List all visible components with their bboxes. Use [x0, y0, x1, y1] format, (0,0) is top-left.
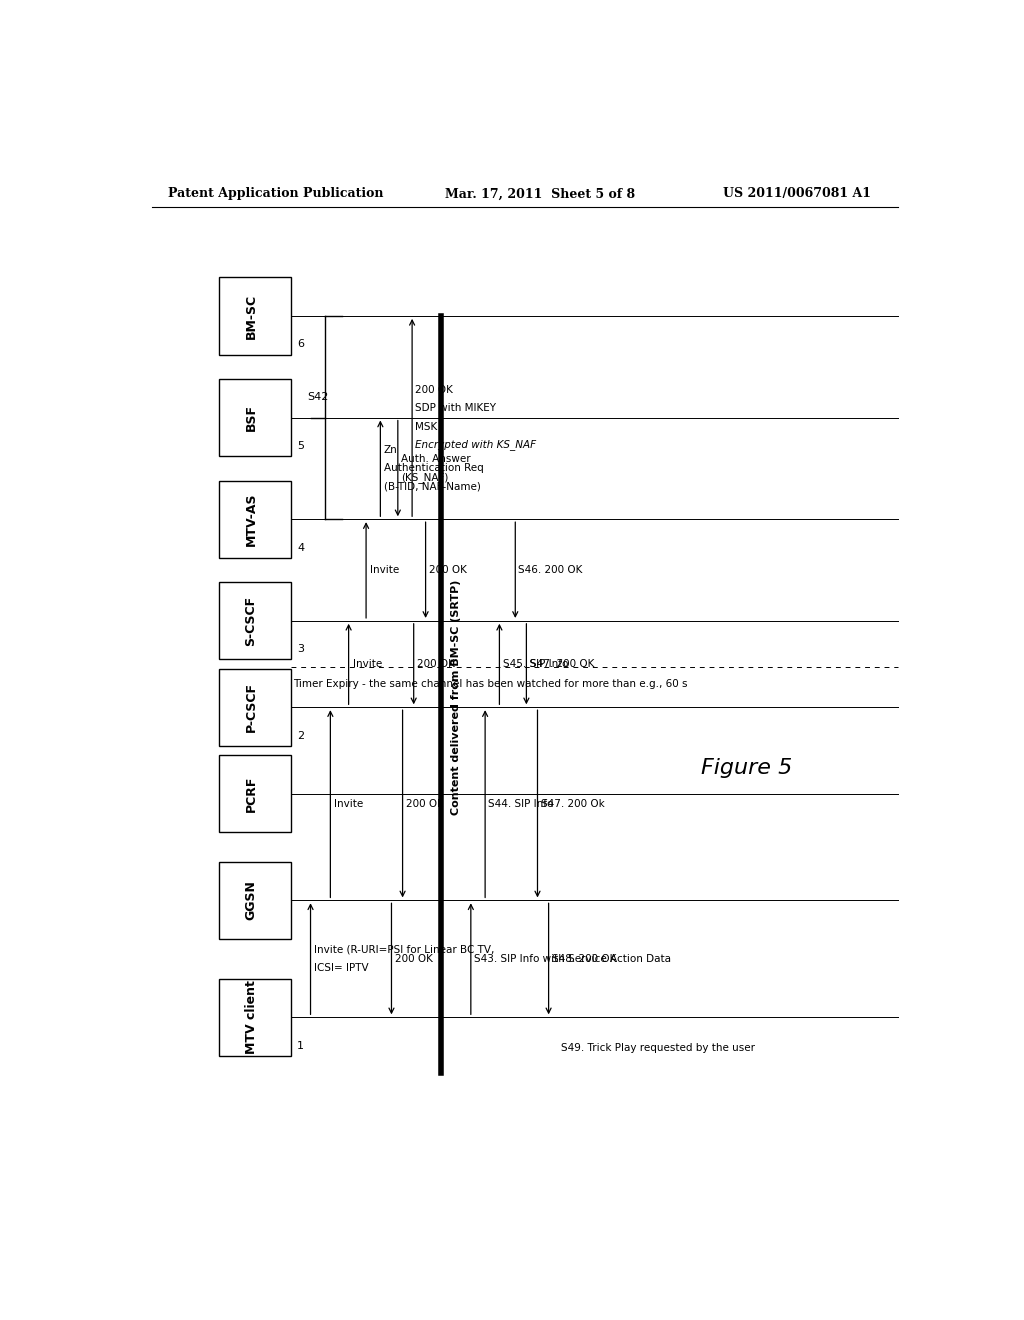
Text: BSF: BSF [245, 404, 257, 432]
Text: 4: 4 [297, 543, 304, 553]
FancyBboxPatch shape [219, 862, 291, 939]
Text: 6: 6 [297, 339, 304, 350]
Text: Content delivered from BM-SC (SRTP): Content delivered from BM-SC (SRTP) [451, 579, 461, 814]
Text: MSK: MSK [416, 421, 437, 432]
Text: Authentication Req: Authentication Req [384, 463, 483, 474]
Text: Invite: Invite [352, 659, 382, 669]
Text: GGSN: GGSN [245, 880, 257, 920]
Text: 200 OK: 200 OK [394, 954, 432, 964]
FancyBboxPatch shape [219, 480, 291, 558]
Text: SDP with MIKEY: SDP with MIKEY [416, 404, 497, 413]
Text: Auth. Answer: Auth. Answer [401, 454, 471, 465]
Text: ICSI= IPTV: ICSI= IPTV [314, 964, 369, 973]
Text: S46. 200 OK: S46. 200 OK [518, 565, 583, 576]
FancyBboxPatch shape [219, 669, 291, 746]
Text: 2: 2 [297, 731, 304, 741]
Text: 200 Ok: 200 Ok [406, 799, 443, 809]
Text: 5: 5 [297, 441, 304, 451]
Text: Encrypted with KS_NAF: Encrypted with KS_NAF [416, 440, 537, 450]
Text: (KS_NAF): (KS_NAF) [401, 473, 449, 483]
Text: Patent Application Publication: Patent Application Publication [168, 187, 383, 201]
Text: S49. Trick Play requested by the user: S49. Trick Play requested by the user [560, 1043, 755, 1052]
Text: Invite (R-URI=PSI for Linear BC TV,: Invite (R-URI=PSI for Linear BC TV, [314, 945, 495, 954]
Text: (B-TID, NAF-Name): (B-TID, NAF-Name) [384, 482, 480, 491]
Text: S-CSCF: S-CSCF [245, 595, 257, 645]
Text: 200 OK: 200 OK [417, 659, 455, 669]
FancyBboxPatch shape [219, 755, 291, 833]
Text: MTV-AS: MTV-AS [245, 492, 257, 546]
Text: Zn: Zn [384, 445, 397, 455]
FancyBboxPatch shape [219, 978, 291, 1056]
Text: Figure 5: Figure 5 [701, 758, 793, 779]
Text: S48. 200 OK: S48. 200 OK [552, 954, 616, 964]
Text: Timer Expiry - the same channel has been watched for more than e.g., 60 s: Timer Expiry - the same channel has been… [293, 678, 687, 689]
Text: S45. SIP Info: S45. SIP Info [503, 659, 568, 669]
Text: 200 OK: 200 OK [429, 565, 467, 576]
Text: S47. 200 OK: S47. 200 OK [529, 659, 594, 669]
FancyBboxPatch shape [219, 379, 291, 457]
Text: S43. SIP Info with Service Action Data: S43. SIP Info with Service Action Data [474, 954, 671, 964]
Text: S47. 200 Ok: S47. 200 Ok [541, 799, 604, 809]
Text: S42: S42 [307, 392, 329, 403]
Text: P-CSCF: P-CSCF [245, 682, 257, 733]
Text: Invite: Invite [370, 565, 399, 576]
Text: 3: 3 [297, 644, 304, 655]
Text: US 2011/0067081 A1: US 2011/0067081 A1 [723, 187, 871, 201]
Text: 1: 1 [297, 1040, 304, 1051]
FancyBboxPatch shape [219, 277, 291, 355]
Text: MTV client: MTV client [245, 981, 257, 1055]
Text: PCRF: PCRF [245, 775, 257, 812]
FancyBboxPatch shape [219, 582, 291, 660]
Text: Invite: Invite [334, 799, 364, 809]
Text: S44. SIP Info: S44. SIP Info [488, 799, 554, 809]
Text: 200 OK: 200 OK [416, 385, 454, 395]
Text: BM-SC: BM-SC [245, 293, 257, 338]
Text: Mar. 17, 2011  Sheet 5 of 8: Mar. 17, 2011 Sheet 5 of 8 [445, 187, 636, 201]
